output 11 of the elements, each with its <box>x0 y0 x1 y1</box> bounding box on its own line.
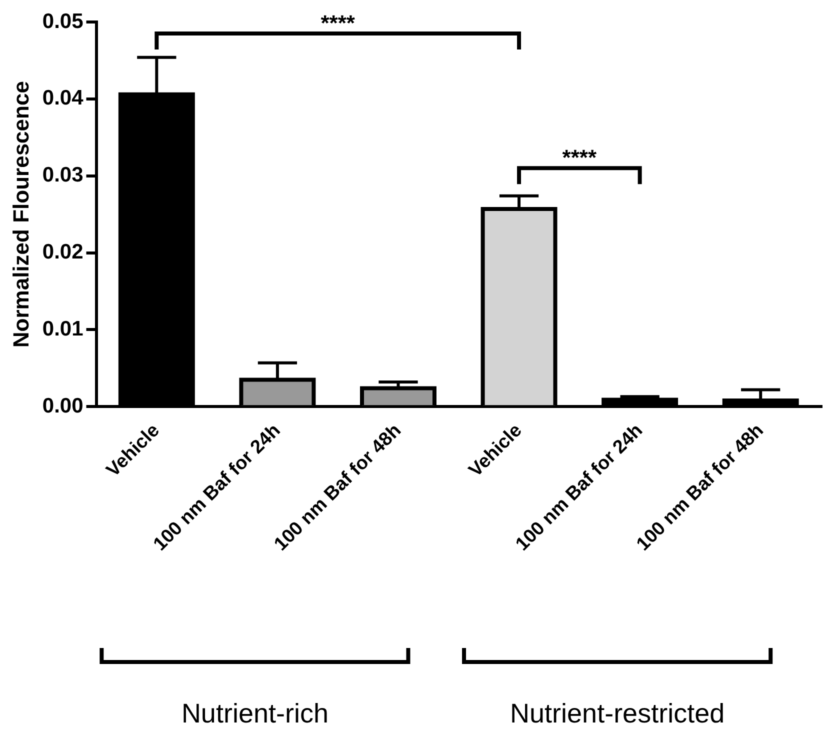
y-tick-label: 0.05 <box>42 10 84 33</box>
y-tick-label: 0.01 <box>42 318 84 341</box>
y-tick-label: 0.00 <box>42 394 84 418</box>
y-axis-title: Normalized Flourescence <box>8 81 34 348</box>
annotation: **** <box>320 10 356 36</box>
text: Nutrient-rich <box>181 698 328 728</box>
y-tick-label: 0.04 <box>42 86 84 110</box>
y-tick-label: 0.03 <box>42 164 84 187</box>
y-tick-label: 0.02 <box>42 240 84 264</box>
annotation: **** <box>562 145 597 170</box>
text: Nutrient-restricted <box>510 698 725 728</box>
